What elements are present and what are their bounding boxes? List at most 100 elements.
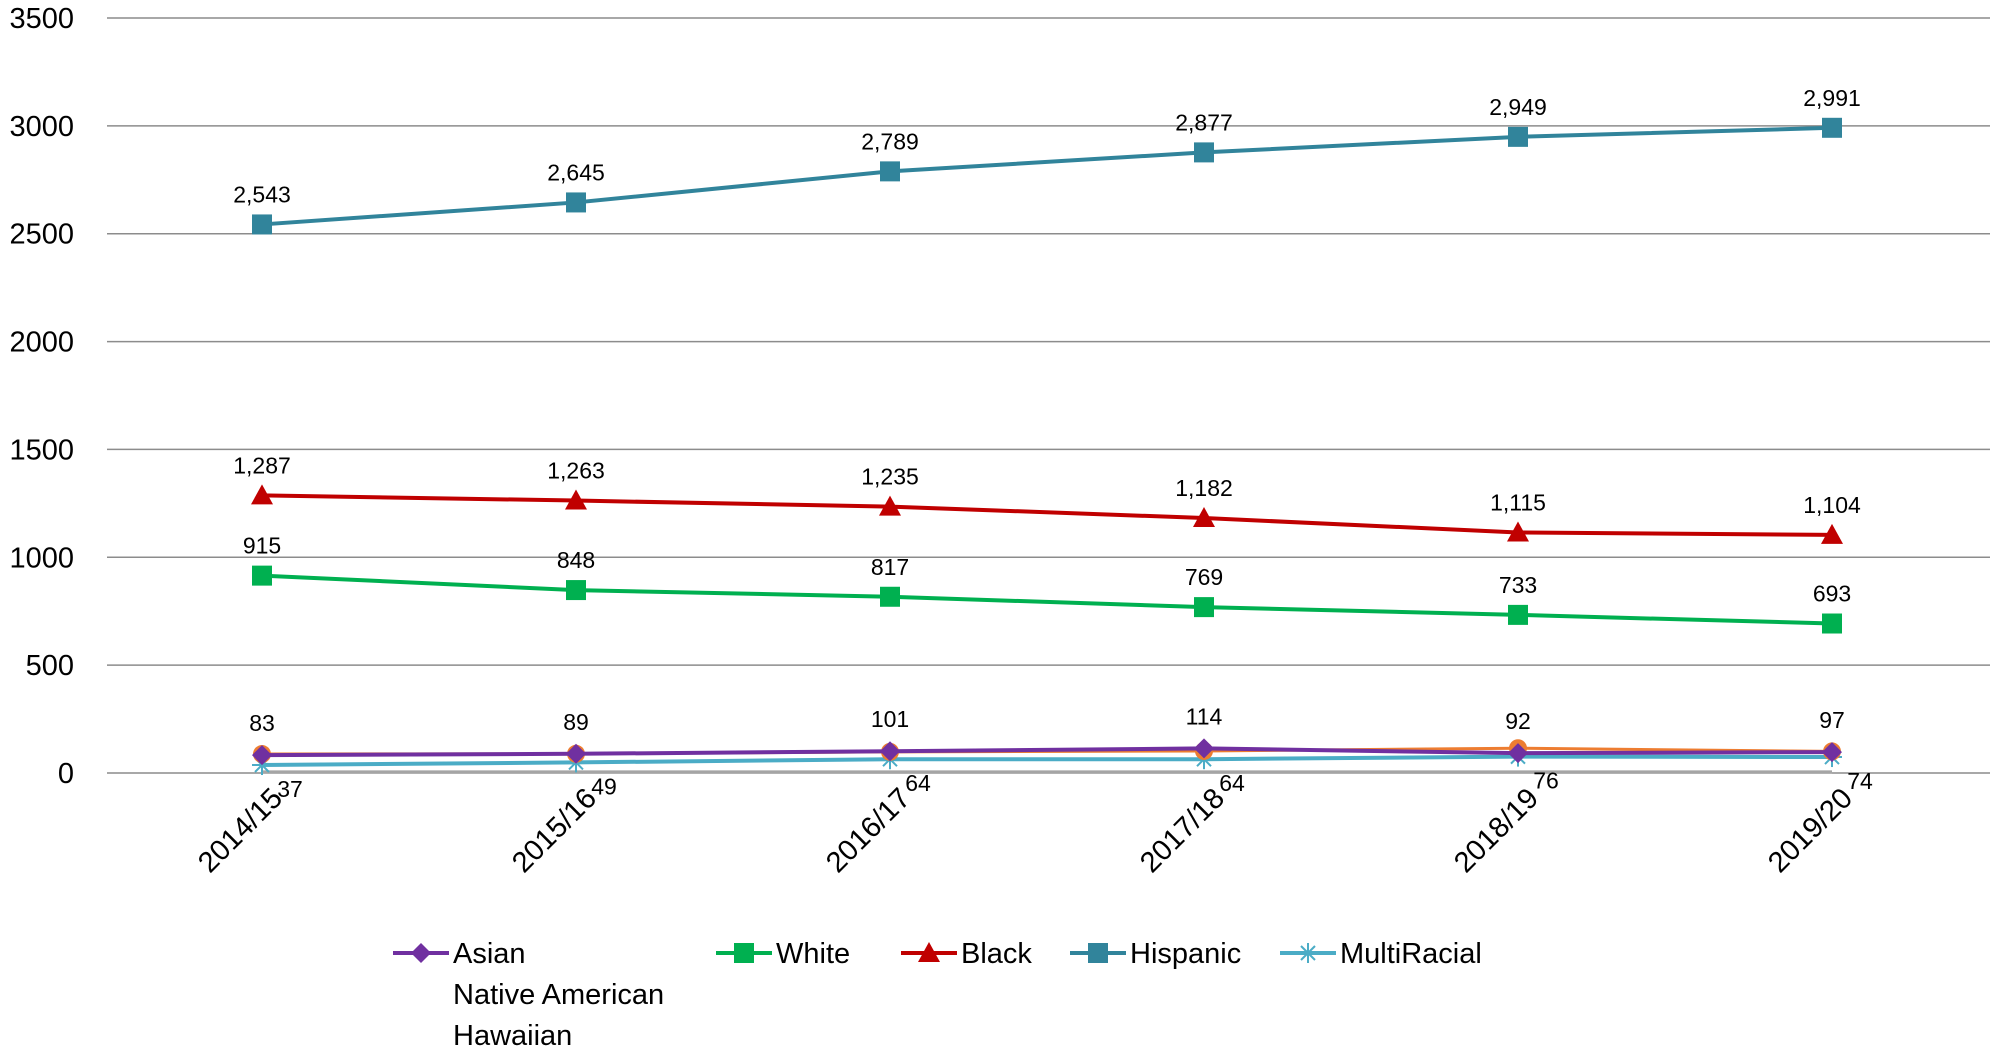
data-label: 693 — [1813, 581, 1851, 607]
y-tick-label: 1500 — [9, 434, 74, 466]
data-label: 2,789 — [861, 128, 919, 154]
legend-label: MultiRacial — [1340, 938, 1482, 970]
point-marker — [880, 586, 900, 607]
gridlines — [107, 17, 1990, 774]
legend-item-black: Black — [901, 938, 1032, 970]
series-asian — [252, 738, 1842, 766]
point-marker — [252, 745, 272, 766]
point-marker — [566, 743, 586, 764]
legend-item-asian: Asian — [393, 938, 526, 970]
legend-label: Hispanic — [1130, 938, 1241, 970]
point-marker — [879, 495, 901, 516]
point-marker — [1194, 738, 1214, 759]
point-marker — [565, 489, 587, 510]
series-hispanic — [252, 117, 1842, 235]
legend-label: White — [776, 938, 850, 970]
legend-label: Asian — [453, 938, 526, 970]
legend-item-hawaiian: Hawaiian — [453, 1020, 572, 1049]
y-tick-label: 2000 — [9, 327, 74, 359]
x-tick-label: 2014/15 — [192, 782, 289, 879]
x-tick-label: 2015/16 — [506, 782, 603, 879]
data-label: 97 — [1819, 707, 1845, 733]
data-label: 733 — [1499, 572, 1537, 598]
point-marker — [1822, 742, 1842, 763]
data-label: 2,645 — [547, 159, 605, 185]
data-label: 915 — [243, 533, 281, 559]
legend-label: Native American — [453, 979, 664, 1011]
point-marker — [1193, 507, 1215, 528]
point-marker — [1508, 604, 1528, 625]
series-black — [251, 484, 1843, 544]
legend-label: Black — [961, 938, 1032, 970]
series-line — [261, 125, 1833, 227]
series-white — [252, 565, 1842, 634]
data-label: 1,235 — [861, 464, 919, 490]
point-marker — [1822, 613, 1842, 634]
data-label: 2,949 — [1489, 94, 1547, 120]
point-marker — [566, 192, 586, 213]
data-label: 848 — [557, 547, 595, 573]
data-label: 2,991 — [1803, 85, 1861, 111]
y-axis: 0 500 1000 1500 2000 2500 3000 3500 — [9, 3, 74, 790]
data-label: 89 — [563, 709, 589, 735]
point-marker — [1194, 597, 1214, 618]
y-tick-label: 500 — [26, 650, 74, 682]
point-marker — [566, 580, 586, 601]
series-line — [261, 493, 1833, 537]
legend-item-hispanic: Hispanic — [1070, 938, 1241, 970]
point-marker — [1298, 943, 1318, 963]
x-tick-label: 2018/19 — [1448, 782, 1545, 879]
point-marker — [880, 161, 900, 182]
x-tick-label: 2019/20 — [1762, 782, 1859, 879]
series-line — [261, 573, 1833, 626]
legend-label: Hawaiian — [453, 1020, 572, 1049]
data-labels: 83 89 101 114 92 97 915 848 817 769 733 693 1,287 1,2… — [233, 85, 1873, 802]
data-label: 64 — [1219, 770, 1245, 796]
data-label: 2,877 — [1175, 109, 1233, 135]
point-marker — [918, 942, 940, 962]
data-label: 74 — [1847, 768, 1873, 794]
y-tick-label: 3500 — [9, 3, 74, 35]
data-label: 1,104 — [1803, 492, 1861, 518]
data-label: 2,543 — [233, 181, 291, 207]
x-tick-label: 2017/18 — [1134, 782, 1231, 879]
point-marker — [252, 565, 272, 586]
data-label: 76 — [1533, 768, 1559, 794]
data-label: 817 — [871, 554, 909, 580]
data-label: 83 — [249, 710, 275, 736]
data-label: 1,115 — [1490, 489, 1546, 515]
series-line — [261, 746, 1833, 758]
data-label: 64 — [905, 770, 931, 796]
point-marker — [1821, 523, 1843, 544]
y-tick-label: 1000 — [9, 542, 74, 574]
data-label: 1,287 — [233, 452, 291, 478]
point-marker — [252, 214, 272, 235]
series-line — [261, 754, 1833, 768]
data-label: 92 — [1505, 708, 1531, 734]
point-marker — [1508, 743, 1528, 764]
point-marker — [734, 943, 754, 963]
series-group — [251, 117, 1843, 776]
legend-item-native-american: Native American — [453, 979, 664, 1011]
y-tick-label: 2500 — [9, 219, 74, 251]
legend-item-white: White — [716, 938, 850, 970]
x-axis: 2014/15 2015/16 2016/17 2017/18 2018/19 2019/… — [192, 782, 1859, 879]
point-marker — [1194, 142, 1214, 163]
legend-item-multiracial: MultiRacial — [1280, 938, 1482, 970]
point-marker — [1508, 126, 1528, 147]
y-tick-label: 3000 — [9, 111, 74, 143]
legend: Asian Native American Hawaiian White Black Hi… — [393, 938, 1482, 1049]
x-tick-label: 2016/17 — [820, 782, 917, 879]
point-marker — [1507, 521, 1529, 542]
y-tick-label: 0 — [58, 758, 74, 790]
data-label: 37 — [277, 776, 303, 802]
marker-stroke — [1300, 945, 1316, 961]
data-label: 114 — [1186, 703, 1223, 729]
data-label: 1,263 — [547, 458, 605, 484]
point-marker — [1088, 943, 1108, 963]
data-label: 101 — [871, 706, 909, 732]
point-marker — [880, 741, 900, 762]
point-marker — [1822, 117, 1842, 138]
point-marker — [411, 943, 431, 963]
